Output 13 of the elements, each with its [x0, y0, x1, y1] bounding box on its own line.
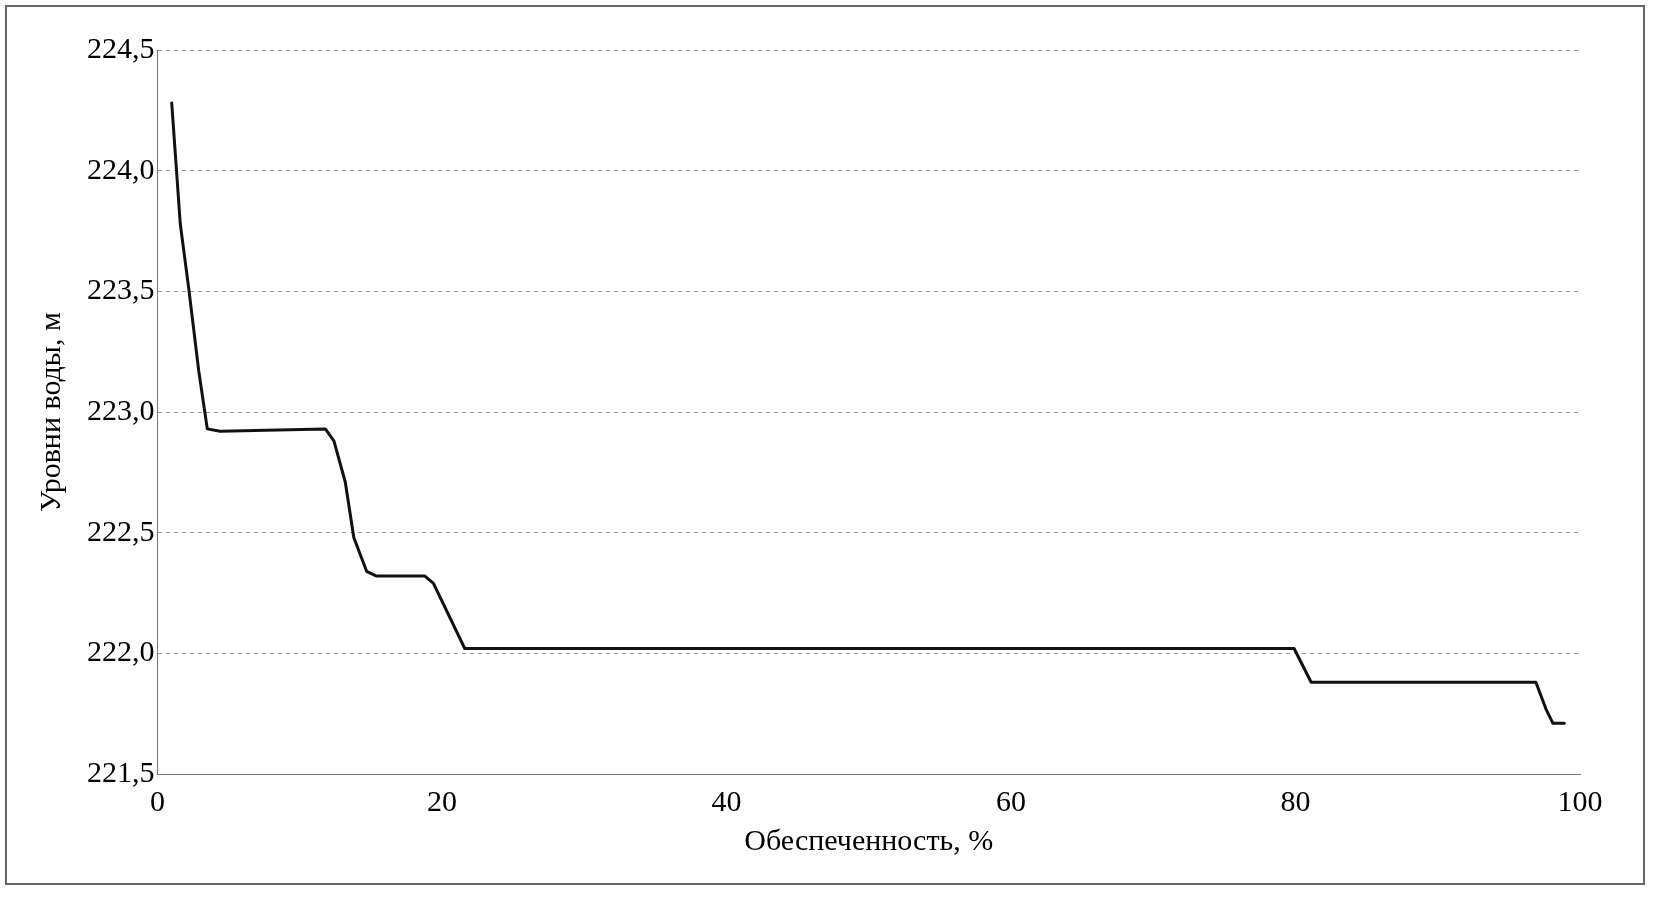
- y-tick-label: 224,0: [87, 151, 155, 185]
- x-tick-label: 80: [1280, 783, 1311, 817]
- y-tick-label: 222,0: [87, 634, 155, 668]
- x-tick-label: 100: [1557, 783, 1603, 817]
- x-tick-label: 20: [427, 783, 457, 817]
- y-tick-label: 223,5: [87, 272, 155, 306]
- x-tick-label: 40: [711, 783, 742, 817]
- y-tick-label: 222,5: [87, 513, 155, 547]
- y-tick-label: 224,5: [87, 30, 155, 64]
- y-axis-title: Уровни воды, м: [32, 312, 66, 512]
- y-tick-label: 223,0: [87, 392, 155, 426]
- x-tick-label: 60: [996, 783, 1026, 817]
- x-axis-title: Обеспеченность, %: [744, 822, 994, 856]
